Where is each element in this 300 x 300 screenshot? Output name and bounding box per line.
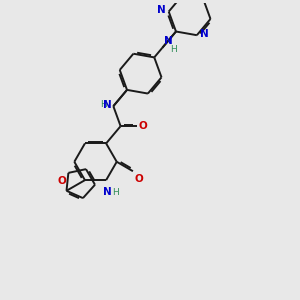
Text: O: O: [134, 174, 143, 184]
Text: N: N: [157, 5, 166, 15]
Text: N: N: [164, 36, 172, 46]
Text: N: N: [200, 29, 208, 39]
Text: H: H: [112, 188, 119, 197]
Text: O: O: [57, 176, 66, 186]
Text: N: N: [103, 100, 112, 110]
Text: O: O: [138, 121, 147, 131]
Text: H: H: [170, 45, 177, 54]
Text: H: H: [100, 100, 107, 109]
Text: N: N: [103, 187, 112, 196]
